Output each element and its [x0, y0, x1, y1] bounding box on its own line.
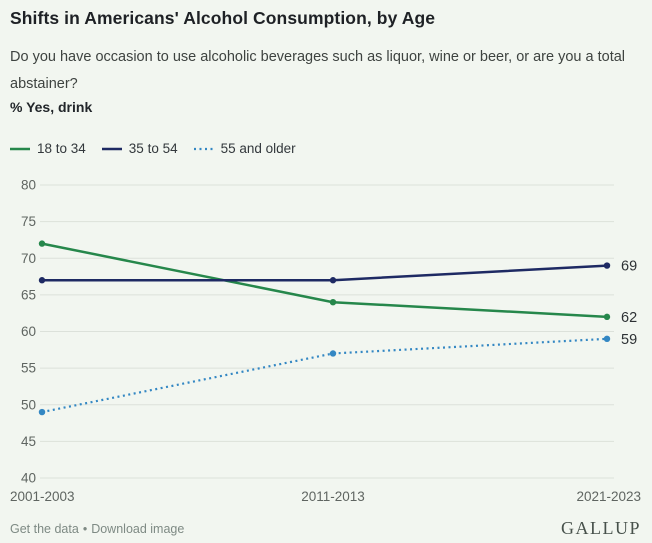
data-point-35-to-54	[603, 262, 611, 269]
x-tick-label: 2001-2003	[10, 489, 75, 504]
chart-svg: 40 45 50 55 60 65 70 75 80 2001-2003 2011-2013 2021…	[10, 178, 641, 505]
footer-separator: •	[82, 521, 88, 536]
chart-footer: Get the data • Download image GALLUP	[10, 518, 641, 539]
data-point-55-and-older	[38, 408, 46, 416]
chart-title: Shifts in Americans' Alcohol Consumption…	[10, 8, 436, 28]
value-label-35-to-54: 69	[621, 259, 637, 275]
gallup-logo: GALLUP	[561, 518, 641, 538]
x-tick-label: 2021-2023	[576, 489, 641, 504]
y-tick-label: 50	[21, 397, 36, 412]
line-chart: 40 45 50 55 60 65 70 75 80 2001-2003 2011-2013 2021…	[0, 170, 652, 506]
legend-item-35-to-54[interactable]: 35 to 54	[101, 141, 178, 156]
y-tick-label: 45	[21, 434, 36, 449]
legend-item-18-to-34[interactable]: 18 to 34	[10, 141, 86, 156]
data-point-35-to-54	[329, 277, 337, 284]
y-tick-label: 55	[21, 361, 36, 376]
value-label-55-and-older: 59	[621, 332, 637, 348]
download-image-link[interactable]: Download image	[91, 521, 185, 536]
data-point-18-to-34	[329, 299, 337, 306]
legend-swatch-55-and-older	[193, 147, 214, 150]
measure-label: % Yes, drink	[10, 99, 93, 115]
series-line-35-to-54	[42, 264, 608, 282]
footer-links: Get the data • Download image	[10, 522, 184, 536]
legend-item-55-and-older[interactable]: 55 and older	[193, 141, 296, 156]
data-point-35-to-54	[38, 277, 46, 284]
y-tick-label: 60	[21, 324, 36, 339]
data-point-18-to-34	[38, 240, 46, 247]
y-tick-label: 75	[21, 214, 36, 229]
y-tick-label: 80	[21, 178, 36, 193]
y-tick-label: 65	[21, 287, 36, 302]
x-tick-label: 2011-2013	[301, 489, 365, 504]
y-tick-label: 70	[21, 251, 36, 266]
get-the-data-link[interactable]: Get the data	[10, 521, 79, 536]
legend: 18 to 34 35 to 54 55 and older	[10, 141, 296, 156]
y-tick-label: 40	[21, 471, 36, 486]
series-line-55-and-older	[41, 337, 608, 414]
legend-swatch-35-to-54	[101, 147, 122, 150]
legend-label-55-and-older: 55 and older	[220, 141, 296, 156]
chart-subtitle: Do you have occasion to use alcoholic be…	[10, 49, 626, 92]
legend-label-18-to-34: 18 to 34	[37, 141, 86, 156]
legend-label-35-to-54: 35 to 54	[128, 141, 178, 156]
data-point-18-to-34	[603, 313, 611, 321]
data-point-55-and-older	[603, 335, 611, 343]
value-label-18-to-34: 62	[621, 310, 637, 326]
data-point-55-and-older	[329, 350, 337, 357]
legend-swatch-18-to-34	[10, 147, 30, 150]
